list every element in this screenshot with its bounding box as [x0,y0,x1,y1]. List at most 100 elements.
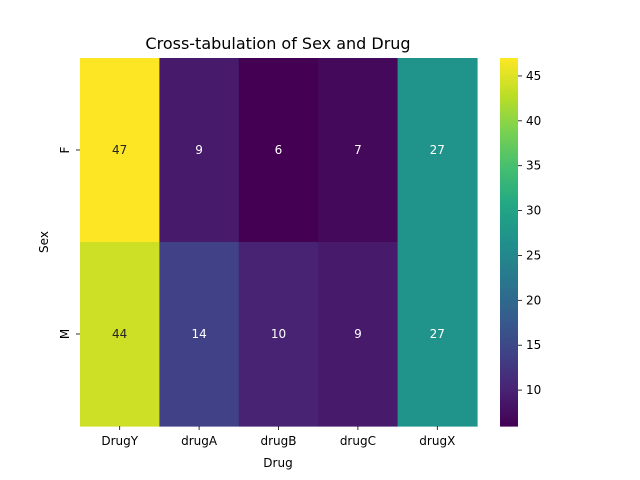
x-tick-label: drugC [340,434,376,448]
colorbar-segment [500,349,518,353]
colorbar-segment [500,61,518,65]
colorbar-tick-label: 15 [526,338,541,352]
colorbar-segment [500,343,518,347]
y-tick-label: F [58,146,72,153]
colorbar-segment [500,180,518,185]
colorbar-segment [500,199,518,203]
colorbar-segment [500,410,518,415]
colorbar-segment [500,257,518,261]
colorbar-segment [500,171,518,176]
colorbar-segment [500,269,518,274]
colorbar-segment [500,229,518,234]
heatmap-cell [159,58,240,243]
colorbar-segment [500,288,518,292]
x-tick-label: DrugY [101,434,138,448]
x-axis-label: Drug [263,456,292,470]
colorbar-segment [500,275,518,280]
heatmap-cell [238,242,319,427]
cell-value-label: 44 [112,327,127,341]
colorbar-segment [500,306,518,311]
heatmap-cell [318,58,399,243]
colorbar-segment [500,235,518,240]
colorbar-segment [500,419,518,424]
colorbar-segment [500,284,518,289]
colorbar-segment [500,401,518,406]
colorbar-segment [500,358,518,363]
colorbar-segment [500,352,518,357]
colorbar-segment [500,386,518,390]
colorbar-segment [500,104,518,108]
colorbar-segment [500,67,518,71]
colorbar-segment [500,367,518,372]
y-tick-label: M [58,329,72,339]
colorbar-tick-label: 10 [526,383,541,397]
colorbar-segment [500,64,518,68]
colorbar-segment [500,94,518,99]
colorbar-segment [500,73,518,77]
colorbar-segment [500,143,518,148]
colorbar-segment [500,208,518,212]
colorbar-segment [500,202,518,206]
colorbar-segment [500,254,518,258]
cell-value-label: 14 [191,327,206,341]
colorbar-segment [500,309,518,314]
colorbar-segment [500,416,518,421]
x-tick-label: drugB [260,434,296,448]
colorbar-segment [500,413,518,418]
colorbar-segment [500,196,518,200]
colorbar-segment [500,340,518,344]
colorbar-segment [500,226,518,231]
colorbar-segment [500,355,518,360]
colorbar-segment [500,272,518,277]
colorbar-segment [500,315,518,320]
colorbar-tick-label: 25 [526,248,541,262]
colorbar-segment [500,186,518,191]
colorbar-segment [500,300,518,304]
colorbar-segment [500,79,518,84]
colorbar-segment [500,125,518,130]
colorbar-segment [500,76,518,81]
colorbar-segment [500,318,518,323]
colorbar-segment [500,422,518,427]
heatmap-cell [159,242,240,427]
colorbar-segment [500,150,518,154]
colorbar-segment [500,156,518,160]
colorbar-segment [500,165,518,169]
colorbar-segment [500,392,518,396]
colorbar-segment [500,373,518,378]
colorbar-segment [500,140,518,145]
heatmap-cell [397,58,478,243]
colorbar-segment [500,281,518,286]
cell-value-label: 47 [112,143,127,157]
colorbar-segment [500,291,518,295]
heatmap-cell [397,242,478,427]
heatmap-cell [80,58,160,243]
colorbar-segment [500,122,518,127]
colorbar-segment [500,337,518,341]
colorbar-segment [500,113,518,117]
heatmap-cell [238,58,319,243]
colorbar-segment [500,327,518,332]
colorbar-segment [500,404,518,409]
colorbar-segment [500,100,518,105]
colorbar-segment [500,211,518,215]
colorbar-segment [500,128,518,133]
heatmap-cell [318,242,399,427]
colorbar-segment [500,324,518,329]
colorbar-segment [500,238,518,243]
colorbar-segment [500,214,518,219]
colorbar-segment [500,303,518,307]
colorbar-segment [500,370,518,375]
cell-value-label: 27 [430,143,445,157]
colorbar-segment [500,312,518,317]
colorbar-tick-label: 35 [526,159,541,173]
y-axis-label: Sex [37,231,51,253]
colorbar-segment [500,189,518,194]
colorbar-segment [500,205,518,209]
heatmap-cell [80,242,160,427]
colorbar-segment [500,97,518,102]
x-tick-label: drugA [181,434,218,448]
x-tick-label: drugX [419,434,455,448]
colorbar-tick-label: 40 [526,114,541,128]
